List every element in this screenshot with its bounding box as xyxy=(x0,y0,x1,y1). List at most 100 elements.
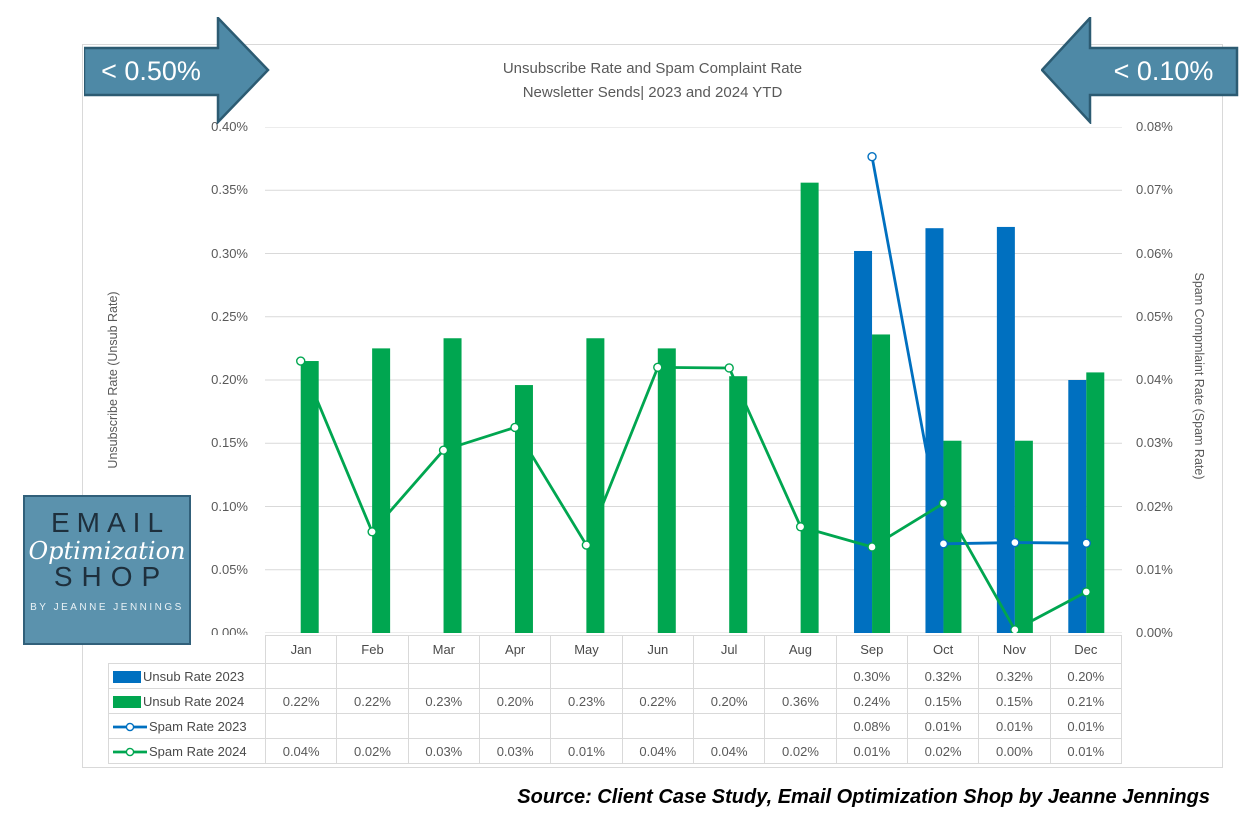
cell-spam-rate-2023-feb xyxy=(336,713,409,739)
left-axis-tick-label: 0.35% xyxy=(211,182,248,198)
cell-spam-rate-2024-nov: 0.00% xyxy=(978,738,1051,764)
email-optimization-shop-logo: EMAIL Optimization SHOP BY JEANNE JENNIN… xyxy=(23,495,191,645)
cell-spam-rate-2024-sep: 0.01% xyxy=(835,738,908,764)
cell-unsub-rate-2023-apr xyxy=(478,663,552,689)
bar-unsub-rate-2023-oct xyxy=(925,228,944,633)
bar-unsub-rate-2024-apr xyxy=(514,385,533,633)
month-header-aug: Aug xyxy=(764,635,837,664)
cell-unsub-rate-2023-may xyxy=(550,663,623,689)
right-axis-tick-label: 0.01% xyxy=(1136,561,1173,577)
marker-spam-rate-2024-apr xyxy=(510,422,520,433)
marker-spam-rate-2024-oct xyxy=(938,498,949,509)
cell-unsub-rate-2024-feb: 0.22% xyxy=(336,688,409,714)
marker-spam-rate-2024-nov xyxy=(1010,625,1020,633)
bar-unsub-rate-2024-feb xyxy=(372,348,391,633)
marker-spam-rate-2023-oct xyxy=(938,539,949,549)
marker-spam-rate-2024-may xyxy=(581,540,592,550)
right-axis-tick-label: 0.04% xyxy=(1136,372,1173,387)
legend-swatch-line xyxy=(113,747,147,756)
cell-spam-rate-2023-may xyxy=(550,713,623,739)
left-callout-arrow xyxy=(84,17,270,124)
marker-spam-rate-2023-nov xyxy=(1010,537,1020,548)
cell-spam-rate-2024-aug: 0.02% xyxy=(764,738,837,764)
legend-swatch-bar xyxy=(113,670,141,683)
bar-unsub-rate-2024-jan xyxy=(300,361,319,633)
left-callout-label: < 0.50% xyxy=(101,56,201,86)
legend-swatch-line xyxy=(113,722,147,731)
marker-spam-rate-2024-jul xyxy=(724,363,734,373)
month-header-mar: Mar xyxy=(407,635,480,664)
left-axis-tick-label: 0.10% xyxy=(211,498,248,514)
left-axis-tick-label: 0.05% xyxy=(211,561,248,577)
bar-unsub-rate-2024-aug xyxy=(800,182,819,633)
right-axis-tick-label: 0.05% xyxy=(1136,308,1173,324)
bar-unsub-rate-2024-jul xyxy=(729,376,748,633)
cell-spam-rate-2023-apr xyxy=(478,713,552,739)
marker-spam-rate-2023-sep xyxy=(867,152,877,162)
month-header-apr: Apr xyxy=(478,635,552,664)
cell-spam-rate-2024-mar: 0.03% xyxy=(407,738,480,764)
left-axis-tick-label: 0.30% xyxy=(211,245,248,261)
legend-label: Unsub Rate 2024 xyxy=(143,693,245,709)
cell-spam-rate-2023-nov: 0.01% xyxy=(978,713,1051,739)
cell-unsub-rate-2024-jul: 0.20% xyxy=(692,688,766,714)
cell-spam-rate-2023-jun xyxy=(621,713,694,739)
bar-unsub-rate-2024-dec xyxy=(1086,372,1105,633)
left-axis-tick-label: 0.20% xyxy=(211,372,248,387)
legend-row-unsub-rate-2024: Unsub Rate 2024 xyxy=(108,688,266,714)
bar-unsub-rate-2023-nov xyxy=(996,226,1015,633)
cell-unsub-rate-2023-nov: 0.32% xyxy=(978,663,1051,689)
right-axis-tick-label: 0.03% xyxy=(1136,435,1173,451)
right-callout-label: < 0.10% xyxy=(1113,56,1214,86)
cell-unsub-rate-2023-sep: 0.30% xyxy=(835,663,908,689)
cell-spam-rate-2023-sep: 0.08% xyxy=(835,713,908,739)
legend-swatch-bar xyxy=(113,695,141,708)
line-spam-rate-2024 xyxy=(299,360,1087,632)
marker-spam-rate-2024-dec xyxy=(1081,587,1091,597)
right-axis-tick-label: 0.00% xyxy=(1136,625,1173,640)
cell-unsub-rate-2023-jan xyxy=(264,663,338,689)
cell-unsub-rate-2023-aug xyxy=(764,663,837,689)
cell-spam-rate-2024-jun: 0.04% xyxy=(621,738,694,764)
cell-unsub-rate-2023-oct: 0.32% xyxy=(906,663,980,689)
month-header-feb: Feb xyxy=(336,635,409,664)
line-spam-rate-2023 xyxy=(870,156,1087,546)
month-header-jul: Jul xyxy=(692,635,766,664)
legend-row-unsub-rate-2023: Unsub Rate 2023 xyxy=(108,663,266,689)
chart-title: Unsubscribe Rate and Spam Complaint Rate xyxy=(502,60,803,77)
cell-unsub-rate-2024-may: 0.23% xyxy=(550,688,623,714)
marker-spam-rate-2024-sep xyxy=(867,542,877,552)
logo-shop-text: SHOP xyxy=(53,561,170,592)
month-header-jun: Jun xyxy=(621,635,694,664)
left-axis-tick-label: 0.25% xyxy=(211,308,248,324)
marker-spam-rate-2024-feb xyxy=(367,527,377,537)
marker-spam-rate-2024-mar xyxy=(438,445,449,455)
right-axis-tick-label: 0.08% xyxy=(1136,119,1173,134)
cell-spam-rate-2023-oct: 0.01% xyxy=(906,713,980,739)
cell-unsub-rate-2024-jan: 0.22% xyxy=(264,688,338,714)
cell-spam-rate-2023-jan xyxy=(264,713,338,739)
right-axis-tick-label: 0.06% xyxy=(1136,245,1173,261)
cell-spam-rate-2024-feb: 0.02% xyxy=(336,738,409,764)
bar-unsub-rate-2024-mar xyxy=(443,338,462,633)
logo-optimization-text: Optimization xyxy=(28,537,186,565)
cell-spam-rate-2024-jan: 0.04% xyxy=(264,738,338,764)
cell-spam-rate-2024-jul: 0.04% xyxy=(692,738,766,764)
cell-spam-rate-2023-aug xyxy=(764,713,837,739)
cell-unsub-rate-2024-nov: 0.15% xyxy=(978,688,1051,714)
bar-unsub-rate-2024-oct xyxy=(943,440,962,633)
month-header-may: May xyxy=(550,635,623,664)
cell-unsub-rate-2024-jun: 0.22% xyxy=(621,688,694,714)
logo-email-text: EMAIL xyxy=(50,507,171,538)
cell-spam-rate-2023-dec: 0.01% xyxy=(1049,713,1123,739)
cell-spam-rate-2024-oct: 0.02% xyxy=(906,738,980,764)
logo-byline-text: BY JEANNE JENNINGS xyxy=(30,602,184,613)
cell-unsub-rate-2024-dec: 0.21% xyxy=(1049,688,1123,714)
cell-unsub-rate-2024-apr: 0.20% xyxy=(478,688,552,714)
bar-unsub-rate-2023-sep xyxy=(854,250,873,633)
right-callout-arrow xyxy=(1041,17,1239,124)
cell-unsub-rate-2024-mar: 0.23% xyxy=(407,688,480,714)
plot-area-svg xyxy=(265,127,1122,633)
bar-unsub-rate-2024-nov xyxy=(1014,440,1033,633)
cell-spam-rate-2023-mar xyxy=(407,713,480,739)
